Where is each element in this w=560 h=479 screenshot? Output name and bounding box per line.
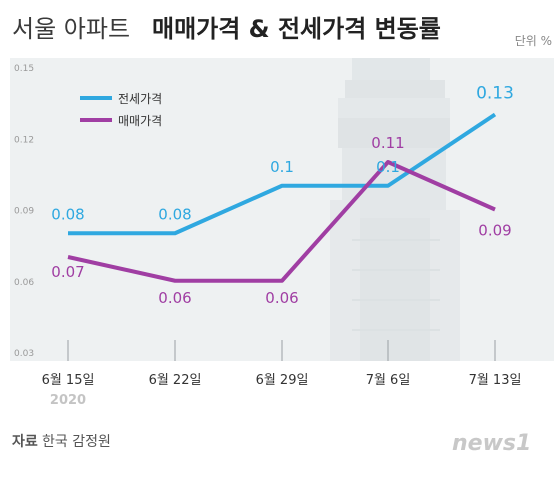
y-tick-label: 0.09: [14, 207, 34, 217]
legend-label-maemae: 매매가격: [118, 114, 162, 128]
y-axis: 0.15 0.12 0.09 0.06 0.03: [14, 64, 34, 359]
data-label: 0.1: [270, 158, 294, 176]
data-label: 0.13: [476, 84, 514, 104]
y-tick-label: 0.12: [14, 135, 34, 145]
title-light: 서울 아파트: [12, 15, 130, 43]
data-label: 0.06: [158, 289, 191, 307]
data-label: 0.1: [376, 158, 400, 176]
legend-label-jeonse: 전세가격: [118, 92, 162, 106]
data-label: 0.11: [371, 134, 404, 152]
x-tick-label: 6월 29일: [256, 373, 309, 388]
y-tick-label: 0.06: [14, 278, 34, 288]
data-label: 0.08: [51, 205, 84, 223]
source-text: 한국 감정원: [42, 434, 111, 450]
y-tick-label: 0.15: [14, 64, 34, 74]
data-label: 0.08: [158, 205, 191, 223]
logo-text: news1: [452, 431, 531, 456]
source-label: 자료: [12, 434, 38, 450]
x-tick-label: 6월 15일: [42, 373, 95, 388]
data-label: 0.06: [265, 289, 298, 307]
series-line-maemae: [67, 160, 496, 283]
series-group: [67, 112, 497, 283]
series-line-jeonse: [68, 112, 497, 236]
x-axis: 6월 15일 6월 22일 6월 29일 7월 6일 7월 13일: [42, 373, 522, 388]
unit-label: 단위 %: [515, 34, 552, 48]
y-tick-label: 0.03: [14, 349, 34, 359]
title-bold: 매매가격 & 전세가격 변동률: [152, 15, 441, 43]
data-label: 0.07: [51, 263, 84, 281]
year-label: 2020: [50, 393, 86, 408]
x-tick-lines: [67, 340, 496, 361]
x-tick-label: 7월 6일: [366, 373, 411, 388]
data-labels: 0.08 0.08 0.1 0.1 0.13 0.07 0.06 0.06 0.11 0.09: [51, 84, 514, 307]
legend: 전세가격 매매가격: [80, 92, 162, 128]
news1-logo: news1: [452, 431, 531, 456]
plot-background: [10, 58, 554, 361]
data-label: 0.09: [478, 222, 511, 240]
x-tick-label: 7월 13일: [469, 373, 522, 388]
building-illustration: [330, 58, 460, 361]
x-tick-label: 6월 22일: [149, 373, 202, 388]
